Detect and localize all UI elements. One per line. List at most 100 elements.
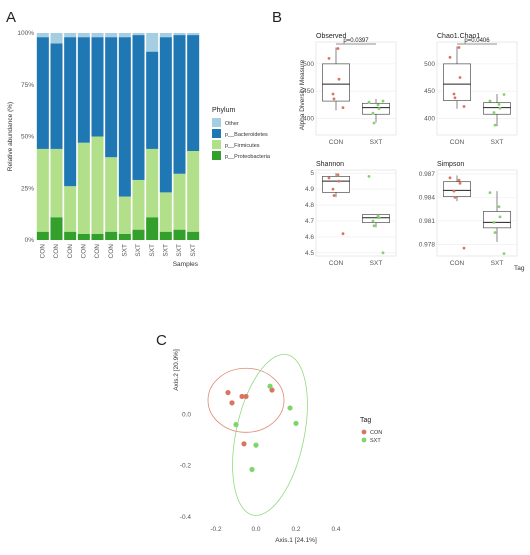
y-tick-label: 75%: [21, 82, 34, 89]
pcoa-scatter-plot: -0.2 0.0 0.2 0.4 -0.4 -0.2 0.0 Axis.1 [24.1%] Ax…: [173, 349, 382, 544]
bar-segment-pproteobacteria: [187, 231, 200, 240]
x-tick-label: SXT: [163, 244, 170, 257]
y-tick-label: -0.2: [180, 463, 192, 470]
y-axis-label: Axis.2 [20.9%]: [173, 349, 180, 391]
y-tick-label: 4.9: [305, 186, 314, 193]
x-tick-label: CON: [40, 244, 47, 259]
data-point: [493, 123, 497, 127]
box: [322, 63, 350, 102]
bar-segment-pfirmicutes: [146, 148, 159, 218]
bar-segment-pproteobacteria: [146, 217, 159, 240]
box: [483, 211, 511, 229]
stacked-bar-chart: CON CON CON CON CON CON SXT SXT SXT SXT SXT SXT 0% 25…: [7, 30, 271, 268]
legend-label: p__Bacteroidetes: [225, 132, 268, 138]
data-point: [492, 220, 496, 224]
y-tick-label: 0.987: [419, 171, 436, 178]
bar-segment-pfirmicutes: [118, 196, 131, 234]
data-point: [371, 219, 375, 223]
bar-segment-pbacteroidetes: [118, 37, 131, 197]
bar-segment-pproteobacteria: [159, 231, 172, 240]
data-point: [371, 111, 375, 115]
x-tick-label: CON: [108, 244, 115, 259]
p-value-label: p=0.0397: [343, 38, 369, 44]
point-con: [229, 400, 235, 406]
bar-segment-pfirmicutes: [105, 157, 118, 232]
y-axis-label: Relative abundance (%): [7, 102, 14, 171]
y-tick-label: -0.4: [180, 514, 192, 521]
data-point: [448, 55, 452, 59]
bar-segment-other: [173, 33, 186, 36]
bar-segment-other: [105, 33, 118, 38]
data-point: [332, 97, 336, 101]
y-tick-label: 400: [424, 116, 435, 123]
box: [322, 176, 350, 193]
bar-segment-pbacteroidetes: [159, 37, 172, 193]
p-value-label: p=0.0406: [464, 38, 490, 44]
bar-segment-pbacteroidetes: [77, 37, 90, 143]
x-tick-label: 0.4: [331, 526, 340, 533]
data-point: [367, 100, 371, 104]
y-tick-label: 4.5: [305, 250, 314, 257]
facet-simpson: Simpson 0.978 0.981 0.984 0.987 CON SXT: [419, 161, 518, 267]
facet-title: Shannon: [316, 161, 344, 168]
data-point: [488, 99, 492, 103]
bar-segment-pproteobacteria: [50, 217, 63, 240]
bar-segment-pfirmicutes: [77, 142, 90, 234]
data-point: [367, 174, 371, 178]
bar-segment-pproteobacteria: [77, 233, 90, 240]
point-sxt: [233, 422, 239, 428]
data-point: [497, 205, 501, 209]
legend-swatch: [212, 151, 221, 160]
bar-segment-other: [77, 33, 90, 38]
bar-segment-other: [36, 33, 49, 38]
box: [362, 214, 390, 223]
bar-segment-pproteobacteria: [132, 229, 145, 240]
panel-c-label: C: [156, 332, 167, 349]
point-con: [225, 389, 231, 396]
bar-segment-pbacteroidetes: [105, 37, 118, 158]
x-tick-label: SXT: [190, 244, 197, 257]
bar-segment-pfirmicutes: [64, 186, 77, 232]
legend-label: SXT: [370, 438, 381, 444]
y-tick-label: 0.978: [419, 241, 436, 248]
confidence-ellipse-sxt: [232, 353, 308, 516]
data-point: [462, 105, 466, 108]
y-tick-label: 50%: [21, 134, 34, 141]
legend-title: Tag: [360, 417, 371, 424]
bar-segment-pproteobacteria: [105, 231, 118, 240]
y-tick-label: 0%: [25, 237, 35, 244]
bar-segment-pfirmicutes: [159, 192, 172, 232]
facet-chao1-chao1: Chao1.Chao1 400 450 500 CON SXT p=0.0406: [424, 33, 518, 146]
legend: Phylum Other p__Bacteroidetes p__Firmicutes…: [212, 107, 271, 160]
x-tick-label: CON: [450, 139, 465, 146]
data-point: [497, 102, 501, 106]
data-point: [377, 107, 381, 111]
legend-label: p__Firmicutes: [225, 143, 260, 149]
data-point: [337, 179, 341, 183]
y-tick-label: 450: [424, 88, 435, 95]
data-point: [337, 77, 341, 81]
x-tick-label: SXT: [491, 139, 504, 146]
data-point: [453, 195, 457, 199]
bar-segment-pfirmicutes: [91, 136, 104, 234]
data-point: [502, 93, 506, 96]
bar-segment-other: [118, 33, 131, 38]
legend-marker: [361, 429, 367, 435]
legend-label: p__Proteobacteria: [225, 154, 271, 160]
facet-shannon: Shannon 4.5 4.6 4.7 4.8 4.9 5 CON SXT: [305, 161, 397, 267]
data-point: [331, 187, 335, 191]
legend-label: Other: [225, 121, 239, 127]
y-tick-label: 0.981: [419, 218, 436, 225]
bar-segment-pfirmicutes: [50, 148, 63, 218]
bar-segment-pproteobacteria: [91, 233, 104, 240]
bar-segment-pbacteroidetes: [91, 37, 104, 137]
point-sxt: [253, 442, 259, 448]
bar-segment-pfirmicutes: [132, 179, 145, 230]
data-point: [336, 173, 340, 177]
bar-segment-pfirmicutes: [187, 150, 200, 232]
y-tick-label: 4.8: [305, 202, 314, 209]
y-tick-label: 25%: [21, 185, 34, 192]
data-point: [488, 191, 492, 195]
y-tick-label: 0.0: [182, 411, 191, 418]
y-tick-label: 5: [310, 170, 314, 177]
